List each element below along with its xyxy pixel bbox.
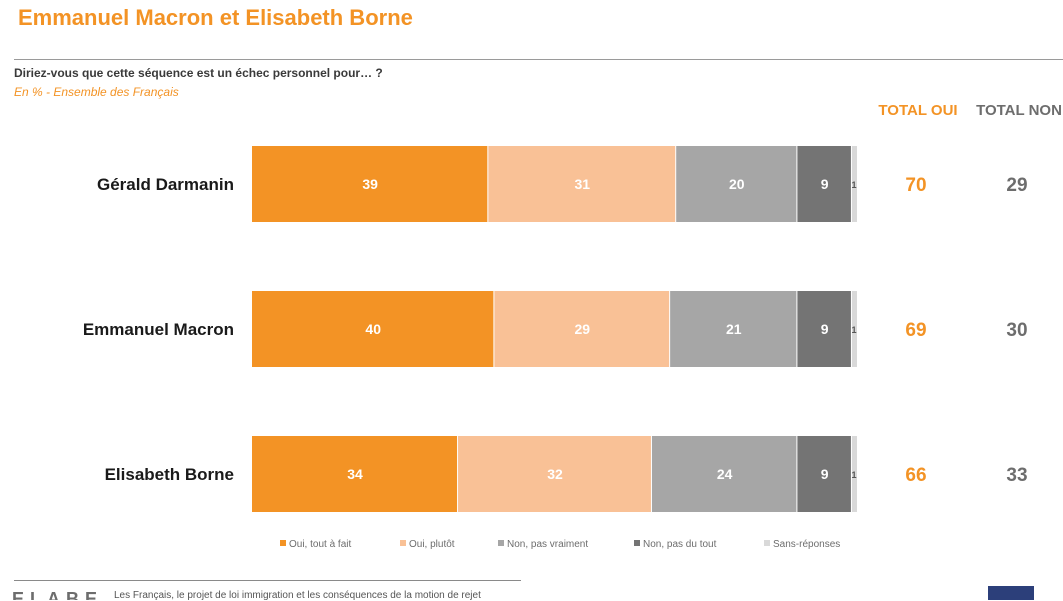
legend-item-non-pas-du-tout: Non, pas du tout: [634, 539, 716, 550]
bar-segment-oui-plutot: [458, 436, 651, 512]
bar-segment-oui-tout-a-fait: [252, 436, 458, 512]
total-non-header: TOTAL NON: [976, 102, 1062, 119]
bar-segment-oui-plutot: [488, 146, 676, 222]
legend-swatch: [280, 540, 286, 547]
partner-logo: [988, 586, 1034, 600]
legend-swatch: [400, 540, 406, 547]
category-label: Emmanuel Macron: [83, 320, 234, 339]
bar-segment-non-pas-vraiment: [676, 146, 797, 222]
category-label: Elisabeth Borne: [105, 465, 234, 484]
data-label: 29: [574, 321, 590, 337]
total-non-value: 33: [1006, 465, 1027, 486]
chart-title: Emmanuel Macron et Elisabeth Borne: [18, 5, 413, 30]
legend-item-oui-plutot: Oui, plutôt: [400, 539, 455, 550]
bar-segment-sans-reponses: [851, 436, 857, 512]
data-label: 1: [851, 325, 856, 335]
legend-swatch: [634, 540, 640, 547]
bar-segment-oui-plutot: [494, 291, 670, 367]
legend-label: Oui, tout à fait: [289, 539, 352, 550]
data-label: 31: [574, 176, 590, 192]
data-label: 9: [821, 176, 829, 192]
footer-caption: Les Français, le projet de loi immigrati…: [114, 590, 481, 601]
data-label: 1: [851, 470, 856, 480]
category-label: Gérald Darmanin: [97, 175, 234, 194]
survey-question: Diriez-vous que cette séquence est un éc…: [14, 66, 383, 80]
total-non-value: 30: [1006, 320, 1027, 341]
footer-divider: [14, 580, 521, 581]
bar-segment-oui-tout-a-fait: [252, 291, 494, 367]
total-non-value: 29: [1006, 175, 1027, 196]
data-label: 21: [726, 321, 742, 337]
data-label: 9: [821, 321, 829, 337]
total-oui-header: TOTAL OUI: [878, 102, 958, 119]
data-label: 34: [347, 466, 363, 482]
bar-segment-sans-reponses: [851, 291, 857, 367]
data-label: 40: [365, 321, 381, 337]
total-oui-value: 66: [905, 465, 926, 486]
total-oui-value: 70: [905, 175, 926, 196]
legend-label: Oui, plutôt: [409, 539, 455, 550]
legend-item-sans-reponses: Sans-réponses: [764, 539, 840, 550]
data-label: 20: [729, 176, 745, 192]
legend-label: Sans-réponses: [773, 539, 841, 550]
bar-segment-sans-reponses: [851, 146, 857, 222]
bar-segment-non-pas-vraiment: [651, 436, 797, 512]
data-label: 39: [362, 176, 378, 192]
data-label: 1: [851, 180, 856, 190]
legend-swatch: [498, 540, 504, 547]
bar-segment-oui-tout-a-fait: [252, 146, 488, 222]
header-divider: [14, 59, 1063, 60]
total-oui-value: 69: [905, 320, 926, 341]
footer-logo: ELABE: [12, 589, 104, 600]
data-label: 24: [717, 466, 733, 482]
bar-segment-non-pas-vraiment: [670, 291, 797, 367]
bar-segment-non-pas-du-tout: [797, 291, 851, 367]
legend-label: Non, pas vraiment: [507, 539, 589, 550]
bar-segment-non-pas-du-tout: [797, 436, 851, 512]
survey-subtitle: En % - Ensemble des Français: [14, 85, 179, 99]
data-label: 32: [547, 466, 563, 482]
legend-item-non-pas-vraiment: Non, pas vraiment: [498, 539, 588, 550]
bar-segment-non-pas-du-tout: [797, 146, 851, 222]
legend-label: Non, pas du tout: [643, 539, 717, 550]
legend-swatch: [764, 540, 770, 547]
data-label: 9: [821, 466, 829, 482]
legend-item-oui-tout-a-fait: Oui, tout à fait: [280, 539, 351, 550]
